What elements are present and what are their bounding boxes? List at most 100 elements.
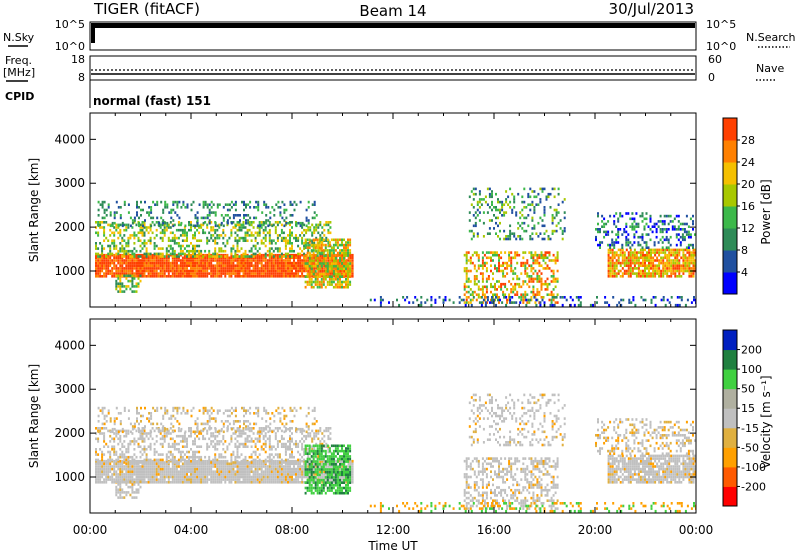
velocity-cell [246,478,249,481]
power-cell [293,256,295,260]
power-cell [289,231,291,235]
power-cell [307,249,310,253]
power-cell [680,298,683,302]
power-cell [634,303,637,307]
power-cell [188,221,190,224]
velocity-cell [133,473,136,476]
power-cell [236,223,239,227]
power-cell [293,264,295,267]
power-cell [347,251,349,255]
power-cell [117,274,120,278]
power-cell [517,227,520,230]
power-cell [349,283,352,286]
power-cell [123,252,126,256]
power-cell [246,231,249,235]
power-cell [204,253,207,257]
power-cell [652,267,655,270]
power-cell [200,223,203,227]
power-cell [280,275,283,278]
power-cell [105,255,108,258]
velocity-cell [97,475,100,479]
power-cell [212,267,215,270]
velocity-cell [254,475,257,479]
power-cell [472,235,475,238]
velocity-cell [216,467,219,471]
power-cell [315,223,318,227]
velocity-cell [113,473,116,476]
power-cell [524,251,527,254]
power-cell [314,280,317,284]
power-cell [257,206,260,209]
power-cell [311,239,314,242]
power-cell [165,264,168,267]
power-cell [666,275,669,278]
velocity-cell [258,462,261,466]
power-cell [99,269,102,273]
power-cell [561,232,564,235]
power-cell [552,275,555,278]
velocity-cell [123,465,126,468]
power-cell [107,252,110,256]
power-cell [162,219,165,222]
power-cell [552,293,555,296]
velocity-cell [272,465,275,468]
power-cell [277,200,280,204]
power-cell [248,228,251,232]
velocity-cell [151,459,154,463]
power-cell [109,264,112,267]
power-cell [202,221,205,225]
power-cell [123,261,126,265]
power-cell [129,287,132,291]
power-cell [196,228,199,232]
power-cell [254,244,257,248]
power-cell [267,219,270,222]
power-cell [155,267,158,270]
velocity-cell [293,478,295,481]
power-cell [315,214,318,217]
power-cell [674,259,677,262]
power-cell [241,200,243,204]
power-cell [324,275,327,278]
velocity-cell [173,465,176,468]
power-cell [107,267,110,270]
power-cell [322,283,325,286]
power-cell [151,269,154,273]
power-cell [328,262,331,265]
power-cell [345,272,347,276]
power-cell [99,255,102,258]
velocity-cell [303,481,306,484]
power-cell [318,285,321,289]
power-cell [644,253,646,257]
power-cell [254,261,257,265]
power-cell [325,259,328,262]
power-cell [297,269,300,273]
power-cell [343,275,345,278]
power-cell [643,217,646,221]
power-cell [324,254,327,257]
power-cell [388,301,390,304]
power-cell [531,203,534,206]
velocity-cell [101,481,104,484]
velocity-cell [183,467,186,471]
power-cell [641,238,644,242]
power-cell [131,274,134,278]
power-cell [136,211,138,214]
velocity-cell [220,478,223,481]
power-cell [488,192,491,196]
power-cell [483,253,486,257]
power-cell [504,261,507,265]
power-cell [258,275,261,278]
velocity-cell [268,473,271,476]
power-cell [171,267,174,270]
power-cell [214,214,217,217]
power-cell [555,229,558,233]
power-cell [597,243,599,247]
power-cell [194,214,197,217]
power-cell [677,233,680,236]
power-cell [141,261,144,265]
power-cell [334,249,337,252]
power-cell [465,277,468,281]
power-cell [137,277,140,280]
power-cell [173,255,176,258]
power-cell [668,261,671,265]
